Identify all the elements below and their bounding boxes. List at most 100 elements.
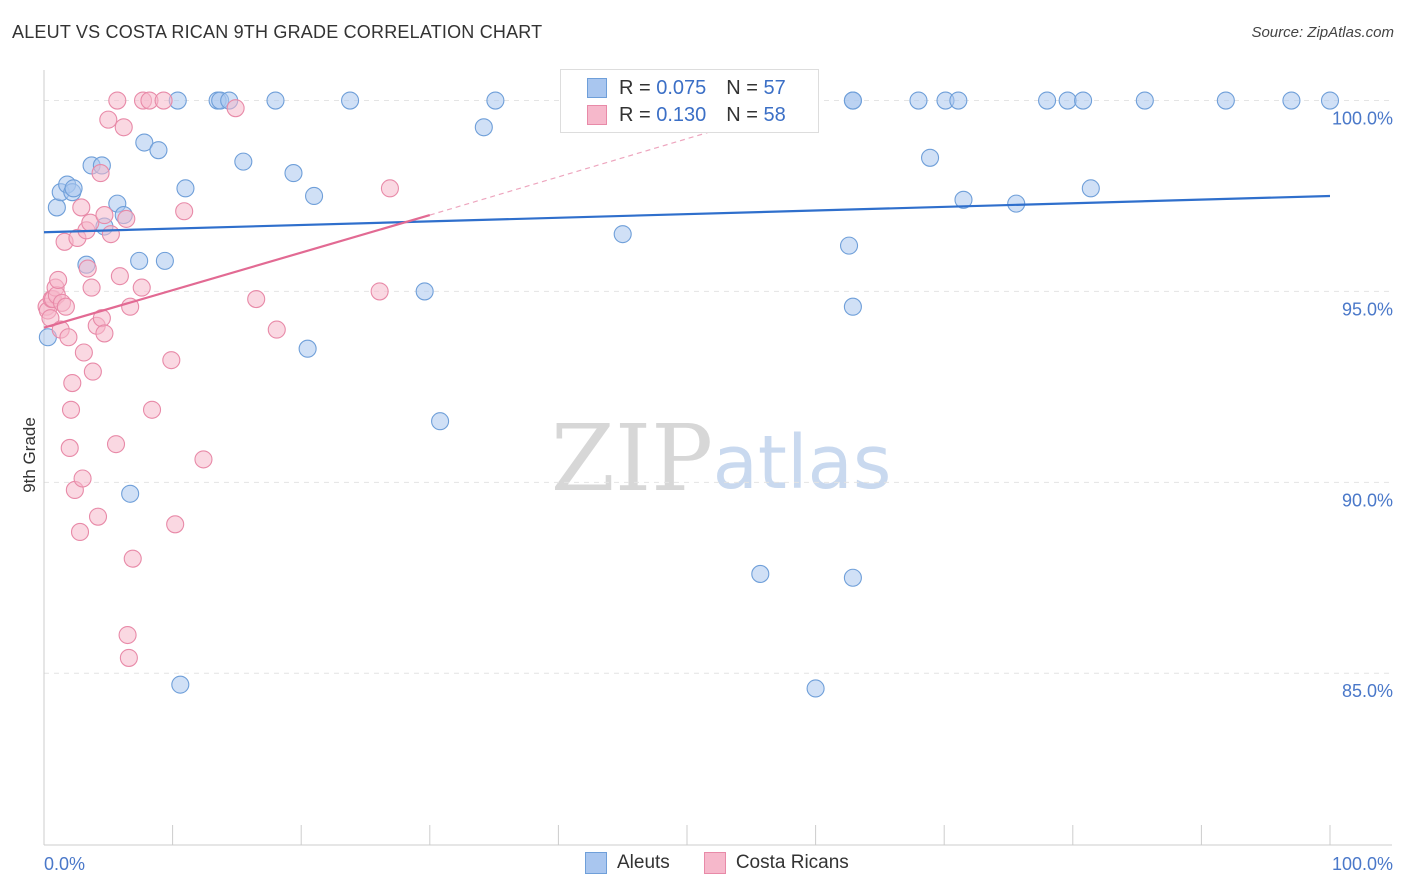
- costa-rican-point: [162, 351, 181, 370]
- costa-rican-point: [60, 438, 79, 458]
- aleut-point: [486, 91, 505, 110]
- aleuts-n-label: N =: [726, 76, 758, 99]
- aleut-point: [121, 484, 140, 503]
- aleut-point: [266, 91, 285, 110]
- correlation-legend: R = 0.075 N = 57 R = 0.130 N = 58: [560, 69, 819, 133]
- costa-rican-point: [49, 270, 68, 290]
- costa-rican-point: [95, 324, 114, 343]
- aleut-point: [176, 179, 195, 198]
- y-tick-label: 95.0%: [1342, 299, 1393, 319]
- costa-rican-point: [108, 91, 127, 110]
- aleut-point: [1081, 179, 1100, 198]
- aleut-point: [284, 164, 303, 183]
- chart-title: ALEUT VS COSTA RICAN 9TH GRADE CORRELATI…: [12, 22, 543, 42]
- costa-rican-point: [91, 164, 110, 183]
- aleut-point: [298, 339, 317, 358]
- aleut-point: [149, 141, 168, 160]
- y-tick-label: 100.0%: [1332, 109, 1393, 129]
- costa-rican-point: [88, 507, 108, 526]
- costa-rican-point: [82, 278, 101, 297]
- aleut-point: [305, 186, 324, 206]
- aleut-point: [64, 179, 83, 198]
- costa-rican-point: [142, 400, 162, 419]
- costa-rican-point: [78, 259, 97, 278]
- costa-rican-point: [72, 198, 91, 217]
- aleuts-trend-line: [43, 194, 1331, 234]
- aleuts-r-label: R =: [619, 76, 651, 99]
- costa-rican-point: [95, 206, 114, 225]
- costa-rican-point: [175, 202, 194, 221]
- aleuts-r-value: 0.075: [656, 76, 707, 99]
- costa-ricans-legend-swatch: [703, 852, 726, 874]
- aleuts-n-value: 57: [763, 76, 786, 99]
- y-tick-label: 85.0%: [1342, 681, 1393, 701]
- aleut-point: [474, 118, 493, 137]
- y-axis-title: 9th Grade: [20, 417, 39, 493]
- legend-row-costa-ricans: R = 0.130 N = 58: [587, 103, 786, 127]
- watermark-atlas: atlas: [713, 420, 892, 506]
- costa-ricans-n-value: 58: [763, 103, 786, 126]
- costa-rican-point: [247, 290, 266, 309]
- costa-rican-point: [117, 209, 136, 228]
- aleut-point: [1074, 91, 1093, 110]
- costa-rican-point: [166, 515, 185, 534]
- aleut-point: [1282, 91, 1301, 110]
- aleut-point: [806, 679, 825, 698]
- aleuts-legend-swatch: [585, 852, 607, 874]
- costa-rican-point: [119, 648, 138, 667]
- costa-rican-point: [99, 110, 118, 129]
- aleut-point: [135, 133, 154, 152]
- aleut-point: [171, 675, 190, 694]
- costa-rican-point: [267, 320, 286, 339]
- series-legend: Aleuts Costa Ricans: [585, 852, 849, 874]
- aleut-point: [921, 148, 940, 167]
- source-label: Source: ZipAtlas.com: [1251, 24, 1394, 41]
- aleut-point: [1058, 91, 1077, 110]
- aleut-point: [431, 412, 450, 431]
- watermark: ZIP atlas: [551, 405, 892, 512]
- aleut-point: [155, 251, 174, 270]
- costa-rican-point: [154, 91, 173, 110]
- aleut-point: [843, 568, 862, 587]
- aleut-point: [1135, 91, 1154, 110]
- costa-rican-point: [370, 282, 389, 301]
- costa-rican-point: [56, 297, 75, 316]
- costa-ricans-legend-label: Costa Ricans: [735, 852, 849, 873]
- costa-rican-point: [59, 328, 78, 347]
- axes: [43, 70, 1392, 846]
- costa-rican-point: [73, 469, 92, 488]
- costa-ricans-r-value: 0.130: [656, 103, 707, 126]
- aleut-point: [839, 236, 859, 255]
- costa-rican-point: [106, 435, 126, 454]
- aleut-point: [1216, 91, 1235, 110]
- costa-rican-point: [194, 450, 213, 469]
- x-tick-label-min: 0.0%: [44, 854, 85, 874]
- costa-ricans-n-label: N =: [726, 103, 758, 126]
- aleut-point: [949, 91, 968, 110]
- costa-rican-point: [70, 522, 90, 541]
- aleut-point: [843, 297, 862, 316]
- costa-rican-point: [63, 374, 82, 393]
- costa-rican-point: [74, 343, 93, 362]
- aleuts-swatch: [587, 78, 607, 98]
- watermark-zip: ZIP: [551, 405, 713, 512]
- costa-rican-point: [118, 625, 137, 645]
- costa-rican-point: [132, 278, 151, 297]
- costa-ricans-trend-line: [43, 214, 431, 329]
- aleut-point: [1320, 91, 1340, 110]
- gridlines: [44, 100, 1392, 674]
- aleut-point: [1038, 91, 1057, 110]
- aleut-point: [234, 152, 253, 171]
- aleut-point: [613, 225, 632, 244]
- tick-labels: 85.0% 90.0% 95.0% 100.0% 0.0% 100.0% 9th Grade: [20, 109, 1393, 874]
- aleut-point: [341, 91, 360, 110]
- scatter-points: [37, 91, 1340, 698]
- costa-ricans-swatch: [587, 105, 607, 125]
- costa-rican-point: [61, 400, 81, 419]
- trend-lines: [43, 99, 1331, 329]
- aleut-point: [130, 251, 149, 270]
- costa-rican-point: [110, 267, 129, 286]
- costa-ricans-r-label: R =: [619, 103, 651, 126]
- costa-rican-point: [226, 99, 245, 118]
